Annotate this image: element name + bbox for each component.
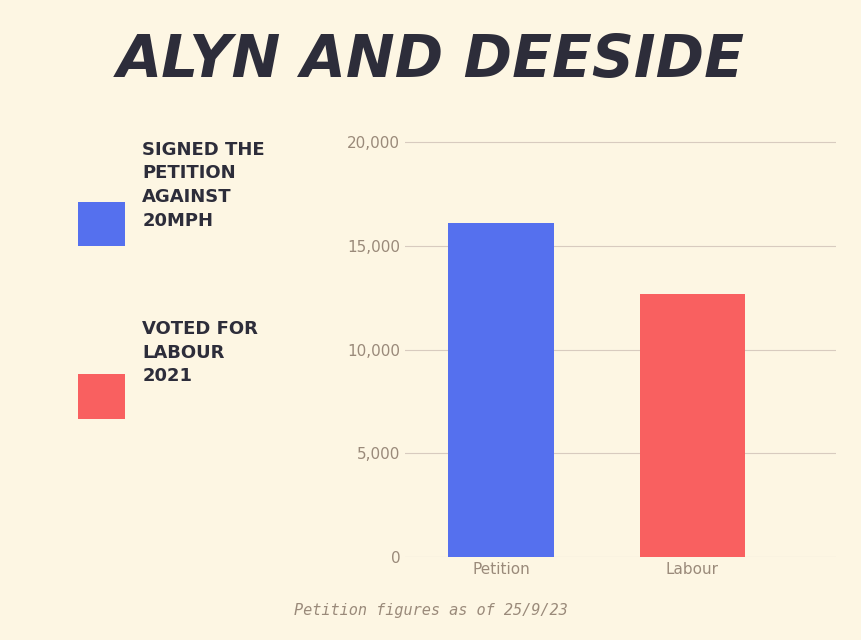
- Text: VOTED FOR
LABOUR
2021: VOTED FOR LABOUR 2021: [142, 320, 257, 385]
- Text: Petition figures as of 25/9/23: Petition figures as of 25/9/23: [294, 603, 567, 618]
- Bar: [448, 223, 553, 557]
- Bar: [639, 294, 744, 557]
- Text: ALYN AND DEESIDE: ALYN AND DEESIDE: [117, 32, 744, 89]
- Text: SIGNED THE
PETITION
AGAINST
20MPH: SIGNED THE PETITION AGAINST 20MPH: [142, 141, 264, 230]
